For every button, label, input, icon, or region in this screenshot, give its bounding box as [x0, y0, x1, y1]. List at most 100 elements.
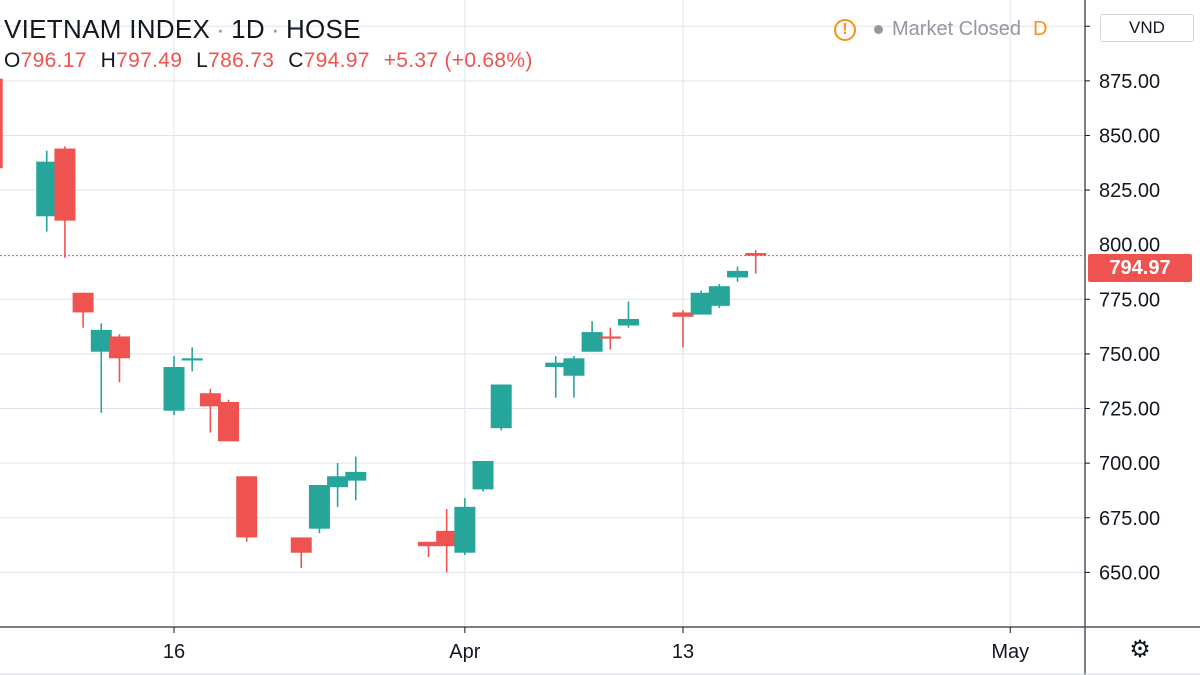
candle-body — [199, 393, 221, 407]
candle-body — [708, 286, 730, 306]
candle-body — [72, 292, 94, 313]
candle[interactable] — [108, 334, 130, 383]
x-axis[interactable]: 16 Apr 13 May — [163, 627, 1029, 663]
x-tick-label: 13 — [672, 641, 694, 663]
interval-flag: D — [1032, 18, 1048, 40]
exclamation-circle-icon[interactable]: ! — [834, 18, 856, 41]
candle[interactable] — [290, 537, 312, 569]
symbol-name: VIETNAM INDEX — [4, 14, 211, 44]
status-dot-icon — [874, 25, 883, 34]
candle[interactable] — [36, 150, 58, 232]
candle-body — [472, 460, 494, 490]
candle[interactable] — [163, 356, 185, 416]
candle-body — [490, 384, 512, 429]
high-value: 797.49 — [116, 49, 183, 72]
candle-body — [290, 537, 312, 553]
candle[interactable] — [599, 327, 621, 350]
high-key: H — [100, 49, 117, 72]
y-tick-label: 700.00 — [1099, 453, 1160, 475]
ohlc-legend: O796.17 H797.49 L786.73 C794.97 +5.37 (+0.68… — [4, 49, 533, 73]
close-key: C — [288, 49, 304, 72]
candle[interactable] — [745, 250, 767, 274]
candle[interactable] — [563, 356, 585, 398]
y-tick-label-hidden: 800.00 — [1099, 235, 1160, 257]
candle[interactable] — [472, 460, 494, 492]
candle[interactable] — [617, 301, 639, 328]
candle-body — [563, 358, 585, 376]
y-tick-label: 650.00 — [1099, 562, 1160, 584]
candle[interactable] — [581, 321, 603, 352]
interval-label: 1D — [231, 14, 265, 44]
candle-body — [617, 318, 639, 326]
symbol-title[interactable]: VIETNAM INDEX · 1D · HOSE — [4, 14, 533, 45]
candle[interactable] — [708, 284, 730, 309]
candle-body — [163, 367, 185, 411]
y-tick-label: 725.00 — [1099, 399, 1160, 421]
candle-body — [218, 401, 240, 442]
change-value: +5.37 (+0.68%) — [383, 49, 533, 72]
separator-dot: · — [270, 14, 280, 44]
candle[interactable] — [72, 292, 94, 328]
chart-header: VIETNAM INDEX · 1D · HOSE O796.17 H797.49 L786… — [4, 14, 533, 73]
candle-body — [436, 530, 458, 547]
y-tick-label: 675.00 — [1099, 508, 1160, 530]
gear-icon[interactable]: ⚙ — [1129, 636, 1151, 663]
candle[interactable] — [218, 399, 240, 442]
y-tick-label: 775.00 — [1099, 289, 1160, 311]
separator-dot: · — [216, 14, 226, 44]
candle-body — [327, 476, 349, 488]
candle[interactable] — [236, 476, 258, 542]
candle[interactable] — [199, 388, 221, 433]
candle-body — [236, 476, 258, 538]
x-tick-label: 16 — [163, 641, 185, 663]
y-axis[interactable]: 650.00 675.00 700.00 725.00 750.00 775.00 825.… — [1085, 16, 1160, 584]
y-tick-label: 850.00 — [1099, 125, 1160, 147]
y-tick-label: 825.00 — [1099, 180, 1160, 202]
candle[interactable] — [436, 509, 458, 573]
candle-body — [545, 362, 567, 368]
candle[interactable] — [327, 463, 349, 507]
open-value: 796.17 — [20, 49, 87, 72]
candle[interactable] — [454, 498, 476, 555]
candle-body — [745, 253, 767, 256]
x-tick-label: Apr — [449, 641, 480, 663]
candle[interactable] — [308, 484, 330, 534]
market-status: ! Market Closed D — [834, 18, 1047, 41]
candle[interactable] — [345, 456, 367, 501]
open-key: O — [4, 49, 21, 72]
candle[interactable] — [545, 356, 567, 398]
candle-body — [0, 78, 3, 169]
y-tick-label: 875.00 — [1099, 71, 1160, 93]
candle-body — [181, 358, 203, 361]
candle[interactable] — [727, 266, 749, 282]
candle-body — [418, 541, 439, 547]
candle-body — [690, 292, 712, 315]
candle-body — [581, 332, 603, 352]
candle-body — [90, 329, 112, 352]
candle-body — [345, 471, 367, 481]
candle[interactable] — [54, 146, 76, 258]
candles — [0, 78, 767, 573]
candle-body — [54, 148, 76, 221]
candle-body — [727, 270, 749, 278]
x-tick-label: May — [991, 641, 1029, 663]
candle[interactable] — [0, 78, 3, 173]
candle[interactable] — [672, 310, 694, 348]
candle[interactable] — [90, 323, 112, 413]
candle[interactable] — [490, 384, 512, 431]
exchange-label: HOSE — [285, 14, 361, 44]
candle[interactable] — [690, 290, 712, 315]
candle-body — [308, 484, 330, 529]
candle-body — [108, 336, 130, 359]
candle[interactable] — [418, 541, 439, 558]
candle[interactable] — [181, 347, 203, 372]
grid-lines — [0, 0, 1085, 627]
close-value: 794.97 — [303, 49, 370, 72]
currency-button[interactable]: VND — [1100, 14, 1194, 42]
candle-body — [672, 312, 694, 317]
candle-body — [599, 336, 621, 339]
candle-body — [454, 506, 476, 553]
low-key: L — [196, 49, 209, 72]
